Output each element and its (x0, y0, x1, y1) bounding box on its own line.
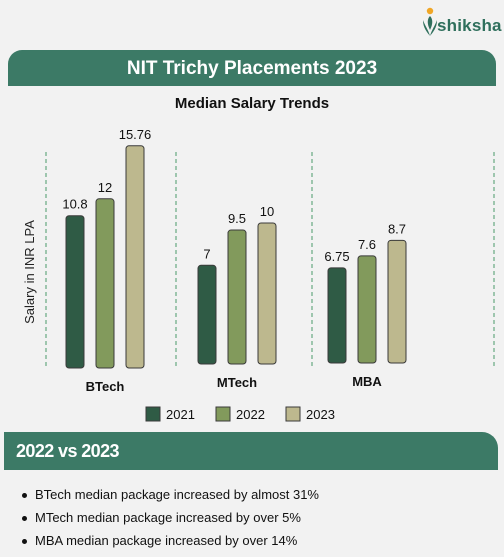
bar-mba-2021 (327, 267, 347, 364)
legend-swatch (285, 406, 301, 422)
list-item: MTech median package increased by over 5… (22, 510, 319, 533)
salary-bar-chart: Salary in INR LPA 10.8 12 15.76 BTech 7 9.5 10 M… (22, 127, 495, 422)
list-item-text: BTech median package increased by almost… (35, 487, 319, 502)
bar-mtech-2023 (257, 222, 277, 365)
legend-label: 2023 (306, 407, 335, 422)
list-item-text: MBA median package increased by over 14% (35, 533, 298, 548)
list-item: BTech median package increased by almost… (22, 487, 319, 510)
shiksha-logo-icon (423, 7, 437, 36)
data-label: 9.5 (228, 211, 246, 226)
data-label: 6.75 (324, 249, 349, 264)
legend-label: 2022 (236, 407, 265, 422)
category-label: MTech (217, 375, 257, 390)
category-label: MBA (352, 374, 382, 389)
data-label: 7.6 (358, 237, 376, 252)
comparison-list: BTech median package increased by almost… (22, 487, 319, 556)
legend-swatch (215, 406, 231, 422)
legend-label: 2021 (166, 407, 195, 422)
bullet-icon (22, 516, 27, 521)
data-label: 7 (203, 246, 210, 261)
header-banner: NIT Trichy Placements 2023 (8, 50, 496, 86)
bullet-icon (22, 539, 27, 544)
list-item: MBA median package increased by over 14% (22, 533, 319, 556)
bar-mba-2022 (357, 255, 377, 364)
y-axis-label: Salary in INR LPA (22, 220, 37, 324)
chart-title: Median Salary Trends (174, 95, 330, 112)
bar-btech-2021 (65, 215, 85, 369)
bar-btech-2023 (125, 145, 145, 369)
bullet-icon (22, 493, 27, 498)
data-label: 10.8 (62, 197, 87, 212)
bar-btech-2022 (95, 198, 115, 369)
shiksha-logo[interactable]: shiksha (420, 4, 504, 44)
section-header: 2022 vs 2023 (4, 432, 498, 470)
bar-mba-2023 (387, 239, 407, 364)
bar-mtech-2022 (227, 229, 247, 365)
data-label: 8.7 (388, 221, 406, 236)
data-label: 12 (98, 180, 112, 195)
list-item-text: MTech median package increased by over 5… (35, 510, 301, 525)
legend-swatch (145, 406, 161, 422)
page-title: NIT Trichy Placements 2023 (126, 58, 378, 79)
data-label: 15.76 (119, 127, 152, 142)
section-title: 2022 vs 2023 (16, 441, 120, 461)
category-label: BTech (86, 379, 125, 394)
bar-mtech-2021 (197, 264, 217, 365)
data-label: 10 (260, 204, 274, 219)
brand-name: shiksha (437, 16, 502, 35)
